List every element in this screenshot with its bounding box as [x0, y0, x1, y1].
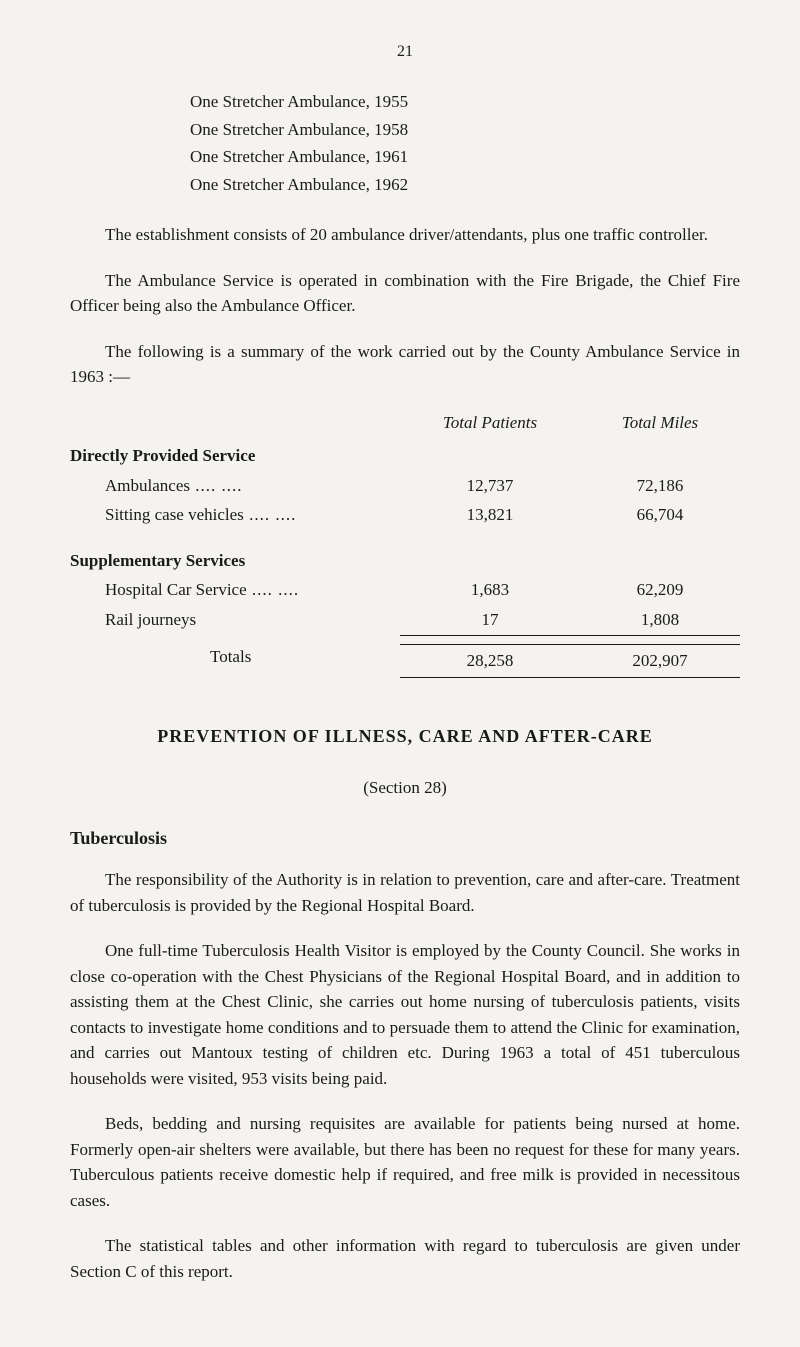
row-miles: 62,209 — [580, 577, 740, 603]
totals-patients: 28,258 — [400, 644, 580, 678]
paragraph-ambulance-service: The Ambulance Service is operated in com… — [70, 268, 740, 319]
table-header-row: Total Patients Total Miles — [70, 410, 740, 436]
section-reference: (Section 28) — [70, 775, 740, 801]
totals-label: Totals — [70, 644, 400, 678]
paragraph-beds: Beds, bedding and nursing requisites are… — [70, 1111, 740, 1213]
page-number: 21 — [70, 40, 740, 64]
ambulance-item: One Stretcher Ambulance, 1961 — [190, 144, 740, 170]
main-heading: PREVENTION OF ILLNESS, CARE AND AFTER-CA… — [70, 723, 740, 750]
row-miles: 66,704 — [580, 502, 740, 528]
ambulance-item: One Stretcher Ambulance, 1958 — [190, 117, 740, 143]
totals-row: Totals 28,258 202,907 — [70, 644, 740, 678]
ambulance-item: One Stretcher Ambulance, 1962 — [190, 172, 740, 198]
row-miles: 72,186 — [580, 473, 740, 499]
table-row: Sitting case vehicles 13,821 66,704 — [70, 502, 740, 528]
table-row: Rail journeys 17 1,808 — [70, 607, 740, 637]
paragraph-responsibility: The responsibility of the Authority is i… — [70, 867, 740, 918]
row-label: Rail journeys — [105, 610, 196, 629]
row-patients: 1,683 — [400, 577, 580, 603]
paragraph-establishment: The establishment consists of 20 ambulan… — [70, 222, 740, 248]
table-row: Hospital Car Service 1,683 62,209 — [70, 577, 740, 603]
row-miles: 1,808 — [580, 607, 740, 637]
summary-table: Total Patients Total Miles Directly Prov… — [70, 410, 740, 678]
row-patients: 13,821 — [400, 502, 580, 528]
header-total-patients: Total Patients — [400, 410, 580, 436]
tuberculosis-heading: Tuberculosis — [70, 825, 740, 852]
supplementary-heading: Supplementary Services — [70, 548, 740, 574]
ambulance-item: One Stretcher Ambulance, 1955 — [190, 89, 740, 115]
row-label: Hospital Car Service — [105, 580, 299, 599]
totals-miles: 202,907 — [580, 644, 740, 678]
row-label: Sitting case vehicles — [105, 505, 296, 524]
paragraph-statistical: The statistical tables and other informa… — [70, 1233, 740, 1284]
header-total-miles: Total Miles — [580, 410, 740, 436]
row-label: Ambulances — [105, 476, 242, 495]
paragraph-fulltime-visitor: One full-time Tuberculosis Health Visito… — [70, 938, 740, 1091]
table-row: Ambulances 12,737 72,186 — [70, 473, 740, 499]
ambulance-list: One Stretcher Ambulance, 1955 One Stretc… — [190, 89, 740, 197]
directly-provided-heading: Directly Provided Service — [70, 443, 740, 469]
row-patients: 12,737 — [400, 473, 580, 499]
paragraph-following: The following is a summary of the work c… — [70, 339, 740, 390]
row-patients: 17 — [400, 607, 580, 637]
